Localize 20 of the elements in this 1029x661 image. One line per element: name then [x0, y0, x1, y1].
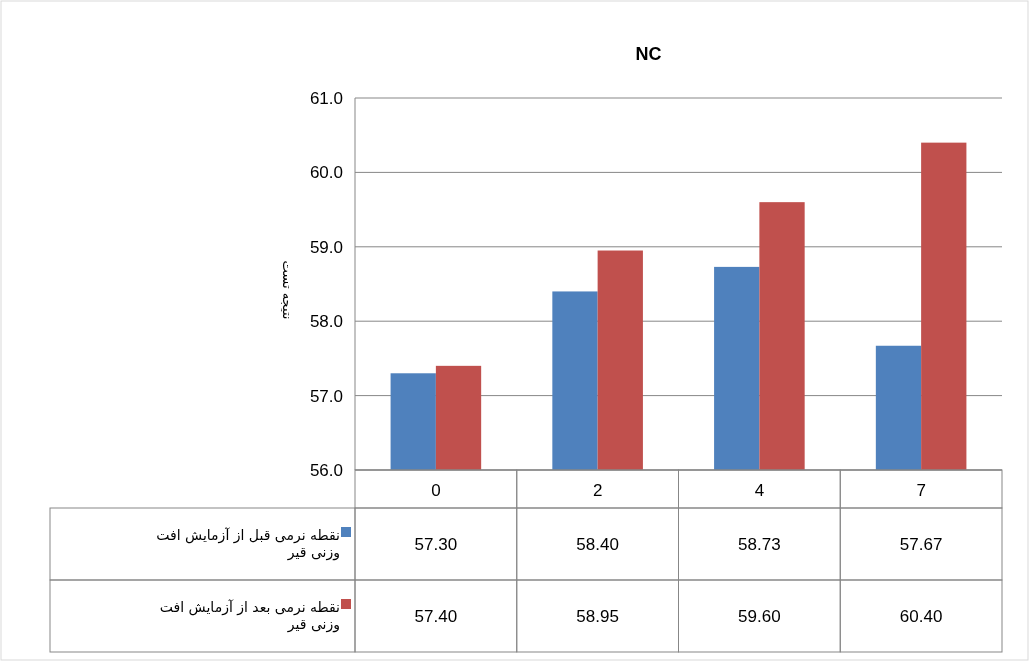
- x-tick-label: 4: [754, 481, 765, 500]
- y-tick-label: 57.0: [309, 386, 343, 406]
- y-tick-label: 58.0: [309, 312, 343, 332]
- chart-title: NC: [635, 44, 662, 64]
- data-label: 57.40: [414, 607, 458, 626]
- y-tick-label: 60.0: [309, 163, 343, 183]
- data-label: 59.60: [738, 607, 781, 626]
- data-label: 58.73: [738, 535, 781, 554]
- y-tick-label: 59.0: [309, 237, 343, 257]
- data-label: 57.30: [414, 535, 458, 554]
- x-tick-label: 7: [916, 481, 926, 500]
- x-tick-label: 0: [431, 481, 441, 500]
- data-label: 58.95: [576, 607, 619, 626]
- data-label: 60.40: [899, 607, 943, 626]
- y-axis-title: نتیجه تست: [280, 260, 295, 320]
- data-label: 57.67: [899, 535, 943, 554]
- y-tick-label: 56.0: [309, 461, 343, 480]
- y-tick-label: 61.0: [309, 89, 343, 108]
- data-label: 58.40: [576, 535, 619, 554]
- x-tick-label: 2: [592, 481, 603, 500]
